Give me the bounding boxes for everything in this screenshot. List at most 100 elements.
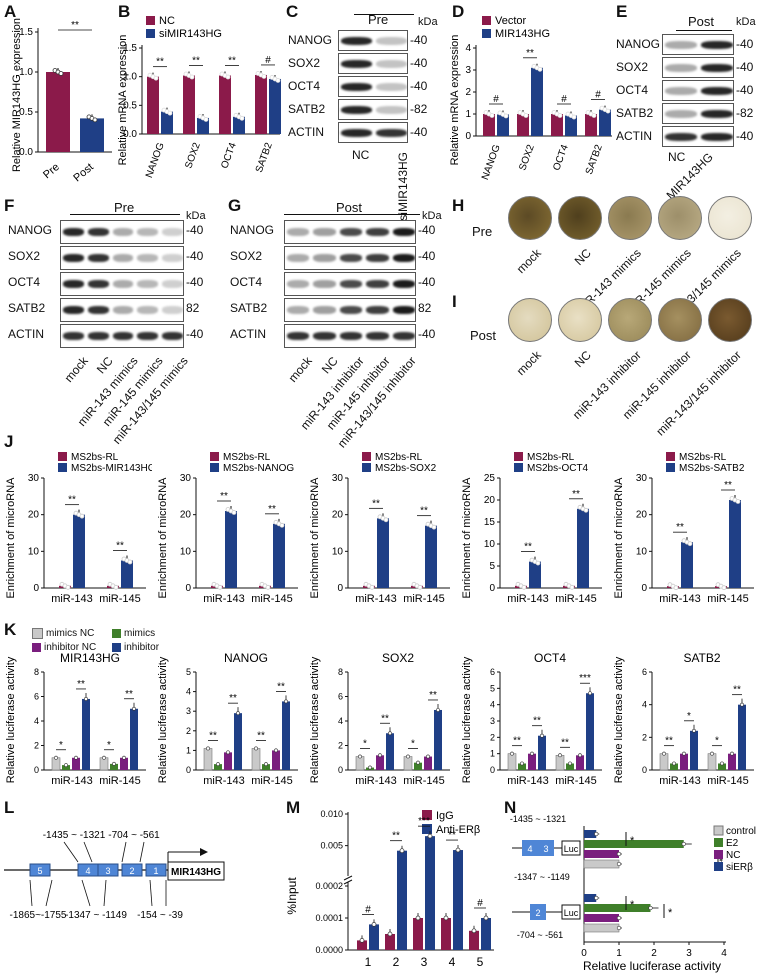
panel-k-point [720, 761, 724, 766]
panel-m-ytick-label: 0.005 [320, 841, 343, 851]
panel-a-bar-pre [46, 72, 70, 152]
panel-g-band-sox2 [284, 246, 416, 270]
panel-n-bar [584, 904, 651, 912]
panel-f-band-lane [87, 306, 109, 314]
panel-j-bar [273, 523, 285, 588]
panel-m-chart: IgG Anti-ERβ %Input 0.0000 0.0001 0.0002 0.… [285, 809, 494, 969]
panel-k-bar [434, 709, 442, 770]
panel-f-band-lane [87, 332, 109, 340]
panel-j-bar [377, 518, 389, 588]
panel-f-row-label-oct4: OCT4 [8, 275, 41, 289]
panel-f-band-lane [162, 280, 183, 288]
panel-k-xlabel: miR-145 [251, 775, 293, 787]
panel-g-mw-nanog: -40 [418, 223, 436, 237]
panel-k-sig-mimics: * [411, 739, 415, 750]
panel-k-point [588, 691, 592, 696]
panel-k-ytick-label: 0 [338, 765, 343, 775]
panel-j-legend-rl: MS2bs-RL [527, 452, 575, 463]
panel-k-sig-inhibitor: * [687, 711, 691, 722]
panel-n-construct-2-box-2 [530, 904, 546, 920]
panel-e-band-lane [665, 63, 697, 72]
panel-j-point [721, 585, 727, 591]
panel-l-top-label-2: -704 ~ -561 [108, 830, 160, 841]
panel-f-band-lane [137, 306, 159, 314]
panel-letter-g: G [228, 196, 242, 215]
panel-e-band-actin [662, 126, 734, 147]
panel-j-sig: ** [420, 506, 428, 517]
panel-e-row-label-sox2: SOX2 [616, 60, 649, 74]
panel-k-ytick-label: 8 [34, 667, 39, 677]
panel-c-mw-oct4: -40 [410, 79, 428, 93]
panel-j-ytick-label: 0 [185, 583, 191, 594]
panel-k-ytick-label: 5 [186, 667, 191, 677]
panel-letter-n: N [504, 798, 517, 817]
panel-c-header: Pre [368, 12, 389, 27]
panel-g-band-lane [392, 332, 415, 340]
panel-d-ytick-label: 0 [465, 131, 471, 142]
panel-n-box-label: 4 [527, 844, 532, 854]
panel-j-ytick-label: 10 [180, 546, 192, 557]
panel-f-row-label-satb2: SATB2 [8, 301, 46, 315]
panel-m-legend-igg-swatch [422, 810, 432, 820]
panel-f-band-lane [112, 254, 134, 262]
panel-k-bar [110, 763, 118, 770]
panel-j-ytick-label: 20 [28, 510, 40, 521]
panel-i-dish-1 [508, 298, 552, 342]
panel-c-row-label-oct4: OCT4 [288, 79, 321, 93]
panel-g-row-label-oct4: OCT4 [230, 275, 263, 289]
panel-b-legend-nc: NC [159, 15, 175, 27]
panel-g-band-nanog [284, 220, 416, 244]
panel-d-chart: Vector MIR143HG Relative mRNA expression… [449, 15, 612, 181]
panel-f-row-label-sox2: SOX2 [8, 249, 41, 263]
panel-k-legend-mimics: mimics [112, 628, 155, 639]
panel-k-ytick-label: 3 [186, 706, 191, 716]
panel-j-legend-swatch [362, 452, 371, 461]
panel-e-row-label-oct4: OCT4 [616, 83, 649, 97]
panel-k-sig-mimics: ** [513, 736, 521, 747]
panel-c-band-oct4 [338, 76, 408, 97]
panel-k-point [558, 753, 562, 758]
panel-letter-a: A [4, 2, 17, 21]
panel-m-ytick-label: 0.0000 [315, 945, 343, 955]
panel-b-bar-oct4-1 [233, 116, 245, 134]
panel-k-point [730, 751, 734, 756]
panel-a-point [92, 117, 98, 123]
panel-k-bar [659, 753, 669, 771]
panel-n-bar [584, 850, 619, 858]
panel-k-ytick-label: 2 [34, 741, 39, 751]
panel-k-ytick-label: 6 [490, 667, 495, 677]
panel-e-band-lane [701, 132, 733, 141]
panel-c-band-lane [376, 128, 407, 137]
panel-k-sig-mimics: * [107, 740, 111, 751]
panel-d-legend-mir-swatch [482, 29, 491, 38]
panel-d-ytick-label: 4 [465, 43, 471, 54]
panel-k-sig-inhibitor: ** [77, 679, 85, 690]
panel-m-xlabel-1: 1 [365, 955, 372, 969]
panel-g-row-label-satb2: SATB2 [230, 301, 268, 315]
panel-k-bar [670, 763, 678, 770]
panel-l-region-label: 3 [105, 866, 110, 876]
panel-letter-b: B [118, 2, 131, 21]
panel-k-ylabel: Relative luciferase activity [5, 656, 17, 783]
panel-k-bar [234, 713, 242, 770]
panel-k-xlabel: miR-143 [51, 775, 93, 787]
panel-j-legend-target: MS2bs-NANOG [223, 463, 294, 474]
panel-m-sig-1: # [365, 904, 371, 915]
panel-k-ytick-label: 0 [186, 765, 191, 775]
panel-letter-f: F [4, 196, 15, 215]
panel-j-bar [729, 500, 741, 588]
panel-k-point [520, 761, 524, 766]
panel-b-point [275, 78, 281, 83]
panel-k-point [426, 754, 430, 759]
panel-k-title: MIR143HG [60, 651, 120, 665]
panel-k-bar [566, 763, 574, 770]
panel-c-row-label-actin: ACTIN [288, 125, 324, 139]
panel-j-ytick-label: 10 [484, 539, 496, 550]
panel-hi-colonies: Pre Post mock NC miR-143 mimics miR-145 mim… [450, 194, 767, 439]
panel-letter-e: E [616, 2, 628, 21]
panel-d-point [503, 113, 509, 119]
panel-b-point [203, 117, 209, 122]
panel-b-bar-satb2-0 [255, 74, 267, 134]
